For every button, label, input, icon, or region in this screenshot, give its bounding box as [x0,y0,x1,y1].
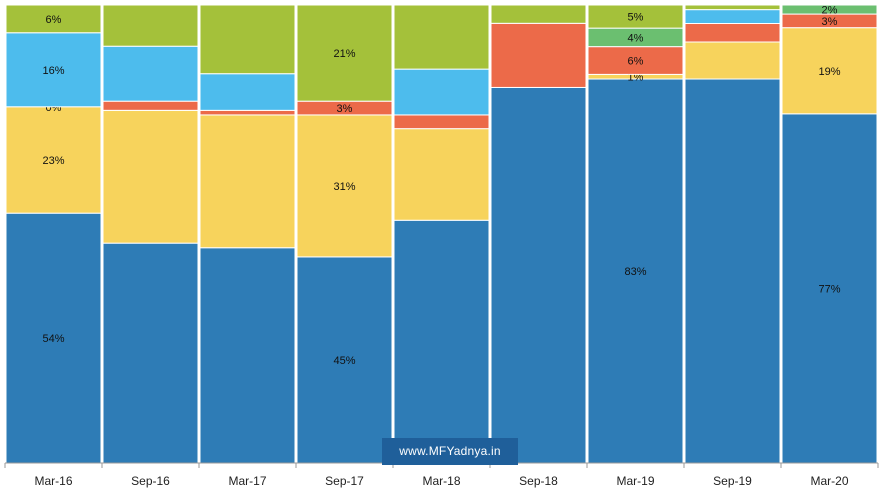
bar-segment [102,109,199,244]
data-label: 16% [42,65,64,77]
bar-segment [587,46,684,75]
data-label: 77% [818,283,840,295]
x-tick-label: Mar-17 [228,474,266,488]
bar-segment [490,22,587,88]
bar-segment [393,4,490,70]
x-tick-label: Sep-18 [519,474,558,488]
bar-segment [781,4,878,15]
data-label: 31% [333,181,355,193]
data-label: 23% [42,155,64,167]
bar-segment [684,9,781,25]
bar-segment [102,4,199,47]
bar-segment [5,4,102,34]
bar-segment [5,32,102,108]
bar-segment [684,4,781,11]
x-tick-label: Mar-19 [616,474,654,488]
bar-segment [199,4,296,75]
bar-segment [393,128,490,221]
data-label: 45% [333,355,355,367]
bar-segment [393,219,490,464]
data-label: 19% [818,66,840,78]
data-label: 21% [333,48,355,60]
bar-segment [490,4,587,24]
bar-segment [684,23,781,43]
bar-segment [587,4,684,29]
data-label: 54% [42,333,64,345]
bar-segment [296,4,393,102]
x-tick-label: Mar-20 [810,474,848,488]
bar-segment [781,113,878,464]
bar-segment [781,27,878,115]
bar-segment [684,78,781,464]
bar-segment [393,68,490,116]
bar-segment [199,114,296,249]
bar-segment [296,114,393,258]
x-tick-label: Sep-17 [325,474,364,488]
bar-segment [102,100,199,111]
bar-segment [684,41,781,80]
bar-segment [102,45,199,102]
bar-segment [199,109,296,116]
data-label: 4% [628,32,644,44]
watermark-badge: www.MFYadnya.in [382,438,518,465]
data-label: 2% [822,5,838,17]
data-label: 6% [628,56,644,68]
x-tick-label: Sep-19 [713,474,752,488]
bar-segment [102,242,199,464]
data-label: 3% [337,103,353,115]
data-label: 5% [628,12,644,24]
data-label: 83% [624,266,646,278]
data-label: 3% [822,16,838,28]
x-tick-label: Mar-18 [422,474,460,488]
x-tick-label: Mar-16 [34,474,72,488]
bar-segment [5,106,102,214]
bar-segment [393,114,490,130]
data-label: 6% [46,14,62,26]
bar-segment [199,73,296,111]
bar-segment [490,86,587,464]
x-tick-label: Sep-16 [131,474,170,488]
bar-segment [5,212,102,464]
bar-segment [199,247,296,464]
